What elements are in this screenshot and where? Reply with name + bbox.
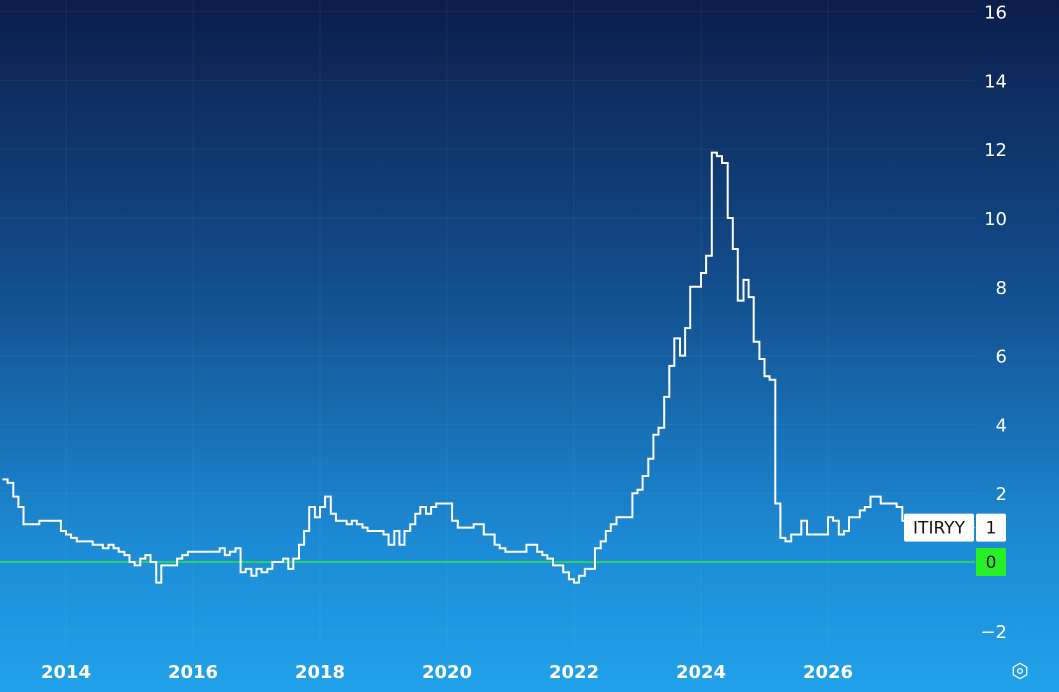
last-value-box <box>976 513 1006 542</box>
series-name-text: ITIRYY <box>913 519 966 539</box>
y-tick-label: 10 <box>984 209 1007 230</box>
y-tick-label: 12 <box>984 140 1007 161</box>
series-name-box <box>904 513 974 542</box>
y-tick-label: 16 <box>984 3 1007 24</box>
zero-value-label: 0 <box>976 548 1006 576</box>
x-tick-label: 2024 <box>676 662 726 683</box>
zero-value-text: 0 <box>986 553 997 573</box>
x-tick-label: 2022 <box>549 662 599 683</box>
x-tick-label: 2018 <box>295 662 345 683</box>
grid <box>0 0 975 650</box>
settings-hexagon-icon[interactable] <box>1011 662 1029 680</box>
series-name-label: ITIRYY <box>904 513 974 542</box>
y-tick-label: 2 <box>996 484 1007 505</box>
zero-value-box <box>976 548 1006 576</box>
series-line-itiryy <box>2 151 920 584</box>
y-tick-label: 14 <box>984 71 1007 92</box>
x-tick-label: 2020 <box>422 662 472 683</box>
y-tick-label: 8 <box>996 278 1007 299</box>
y-tick-label: 6 <box>996 347 1007 368</box>
y-tick-label: 4 <box>996 415 1007 436</box>
last-value-text: 1 <box>986 519 997 539</box>
x-tick-label: 2014 <box>41 662 91 683</box>
x-tick-label: 2026 <box>803 662 853 683</box>
x-tick-label: 2016 <box>168 662 218 683</box>
y-tick-label: −2 <box>980 622 1007 643</box>
last-value-label: 1 <box>976 513 1006 542</box>
x-axis-ticks: 2014 2016 2018 2020 2022 2024 2026 <box>41 662 853 683</box>
